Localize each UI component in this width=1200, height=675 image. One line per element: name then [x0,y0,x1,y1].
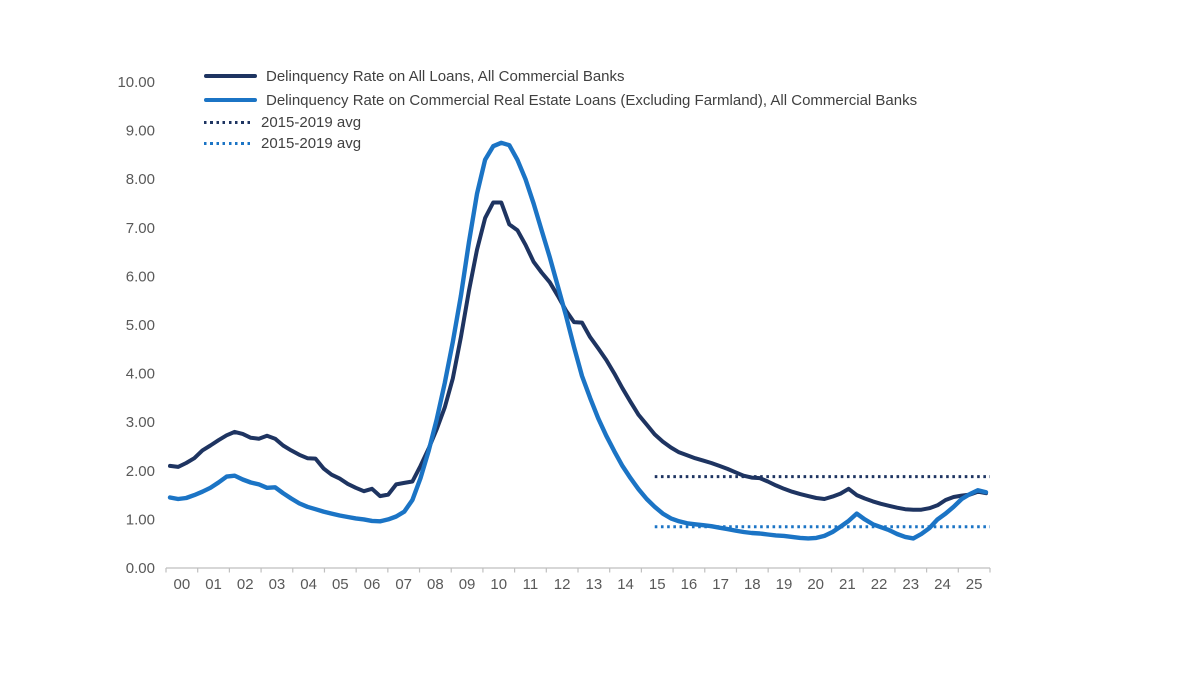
y-tick-label: 4.00 [126,366,155,383]
legend-item-cre-loans-avg: 2015-2019 avg [204,133,917,154]
x-tick-label: 15 [649,576,666,593]
x-tick-label: 12 [554,576,571,593]
x-tick-label: 18 [744,576,761,593]
y-tick-label: 6.00 [126,268,155,285]
all-loans-delinquency-line [168,200,988,512]
x-tick-label: 00 [174,576,191,593]
legend-label-cre-loans: Delinquency Rate on Commercial Real Esta… [266,91,918,109]
x-tick-label: 03 [269,576,286,593]
x-tick-label: 07 [395,576,412,593]
y-tick-label: 3.00 [126,414,155,431]
x-tick-label: 20 [807,576,824,593]
y-tick-label: 7.00 [126,220,155,237]
x-tick-label: 22 [871,576,888,593]
legend-label-all-loans: Delinquency Rate on All Loans, All Comme… [266,67,625,85]
x-tick-label: 23 [902,576,919,593]
x-tick-label: 05 [332,576,349,593]
y-tick-label: 9.00 [126,123,155,140]
cre-loans-delinquency-line [167,140,989,541]
legend-label-cre-loans-avg: 2015-2019 avg [261,135,362,152]
x-tick-label: 04 [300,576,317,593]
legend-item-all-loans-avg: 2015-2019 avg [204,112,917,133]
y-tick-label: 1.00 [126,511,155,528]
x-tick-label: 24 [934,576,951,593]
x-tick-label: 21 [839,576,856,593]
legend-label-all-loans-avg: 2015-2019 avg [261,114,362,131]
legend-line-swatch-all-loans [204,74,257,78]
x-tick-label: 13 [586,576,603,593]
legend-item-cre-loans: Delinquency Rate on Commercial Real Esta… [204,88,917,112]
legend-item-all-loans: Delinquency Rate on All Loans, All Comme… [204,64,917,88]
y-tick-label: 10.00 [117,74,155,91]
legend-dotted-swatch-cre-loans-avg [204,142,252,145]
x-tick-label: 25 [966,576,983,593]
x-tick-label: 17 [712,576,729,593]
x-tick-label: 09 [459,576,476,593]
x-tick-label: 14 [617,576,634,593]
x-tick-label: 01 [205,576,222,593]
x-tick-label: 19 [776,576,793,593]
y-tick-label: 8.00 [126,171,155,188]
legend-dotted-swatch-all-loans-avg [204,121,252,124]
x-tick-label: 06 [364,576,381,593]
x-tick-label: 02 [237,576,254,593]
x-tick-label: 08 [427,576,444,593]
y-tick-label: 5.00 [126,317,155,334]
x-tick-label: 10 [490,576,507,593]
chart-legend: Delinquency Rate on All Loans, All Comme… [204,64,917,154]
x-tick-label: 11 [523,576,539,593]
y-tick-label: 0.00 [126,560,155,577]
y-tick-label: 2.00 [126,463,155,480]
legend-line-swatch-cre-loans [204,98,257,102]
x-tick-label: 16 [681,576,698,593]
